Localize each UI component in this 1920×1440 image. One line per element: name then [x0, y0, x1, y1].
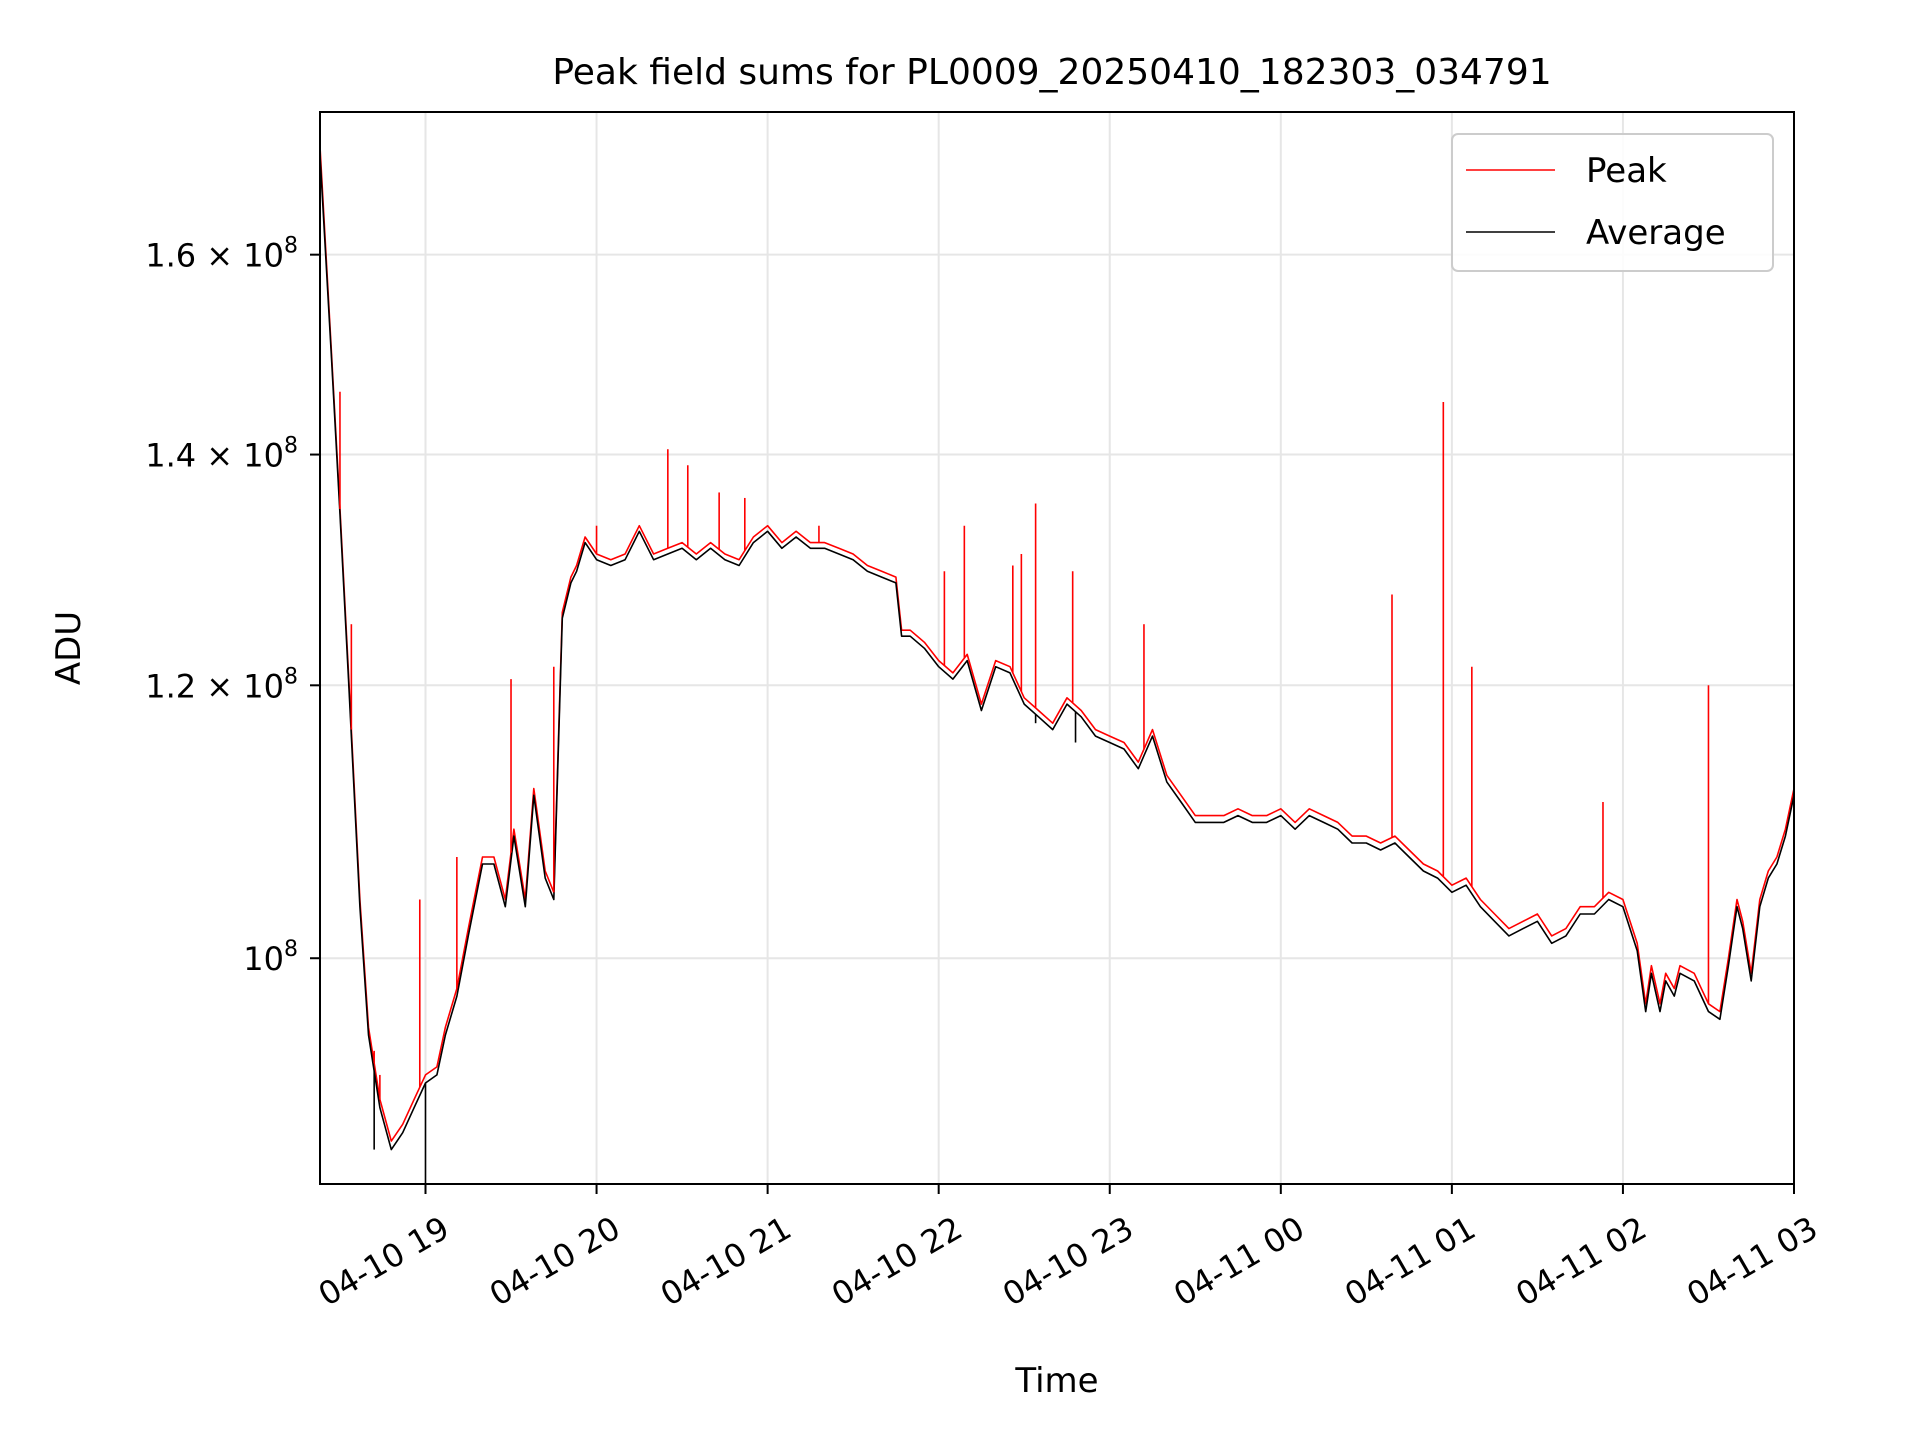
y-tick-label: 1.6 × 108	[145, 234, 298, 275]
series-line-average	[319, 155, 1795, 1151]
legend-box	[1451, 133, 1774, 272]
legend-label-average: Average	[1586, 213, 1726, 253]
chart-title: Peak field sums for PL0009_20250410_1823…	[552, 52, 1551, 93]
y-tick-label: 1.4 × 108	[145, 434, 298, 475]
legend: Peak Average	[1451, 133, 1774, 272]
x-axis-label: Time	[1014, 1361, 1098, 1401]
axes-frame	[319, 111, 1795, 1185]
y-axis: 108 1.2 × 108 1.4 × 108 1.6 × 108	[145, 234, 320, 978]
y-axis-label: ADU	[49, 611, 89, 685]
y-tick-label: 108	[243, 937, 298, 978]
legend-label-peak: Peak	[1586, 151, 1667, 191]
y-tick-label: 1.2 × 108	[145, 664, 298, 705]
plot-area	[319, 146, 1795, 1184]
